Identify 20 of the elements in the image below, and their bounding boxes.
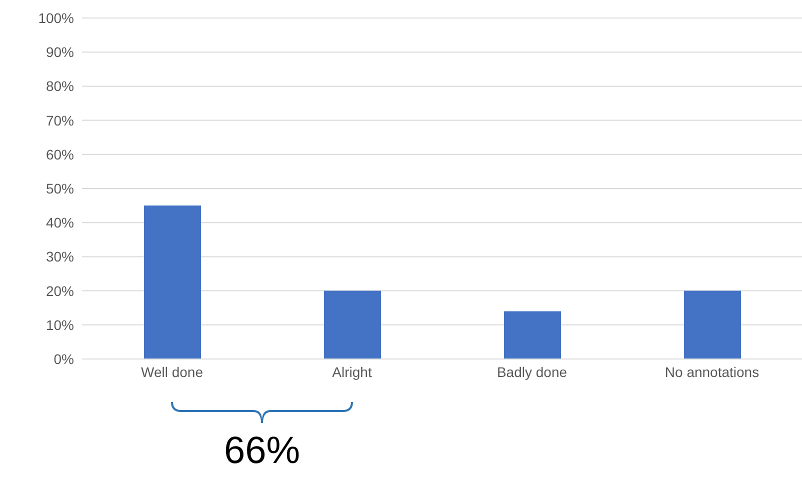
y-tick-label: 100% [38, 10, 74, 26]
y-tick-label: 50% [46, 180, 74, 196]
y-tick-label: 0% [54, 350, 74, 367]
y-tick-label: 10% [46, 316, 74, 333]
y-tick-label: 90% [46, 44, 74, 60]
y-tick-label: 80% [46, 78, 74, 94]
bar [144, 206, 201, 359]
y-tick-label: 20% [46, 282, 74, 299]
y-tick-label: 70% [46, 112, 74, 128]
bar [504, 311, 561, 359]
text: 66% [222, 430, 302, 473]
x-tick-label: Alright [332, 364, 372, 380]
x-tick-label: No annotations [664, 364, 760, 380]
bar [324, 290, 381, 359]
y-tick-label: 40% [46, 214, 74, 231]
y-tick-label: 60% [46, 146, 74, 162]
bar [684, 290, 741, 359]
x-tick-label: Well done [140, 364, 204, 380]
x-tick-label: Badly done [496, 364, 568, 380]
y-tick-label: 30% [46, 248, 74, 265]
